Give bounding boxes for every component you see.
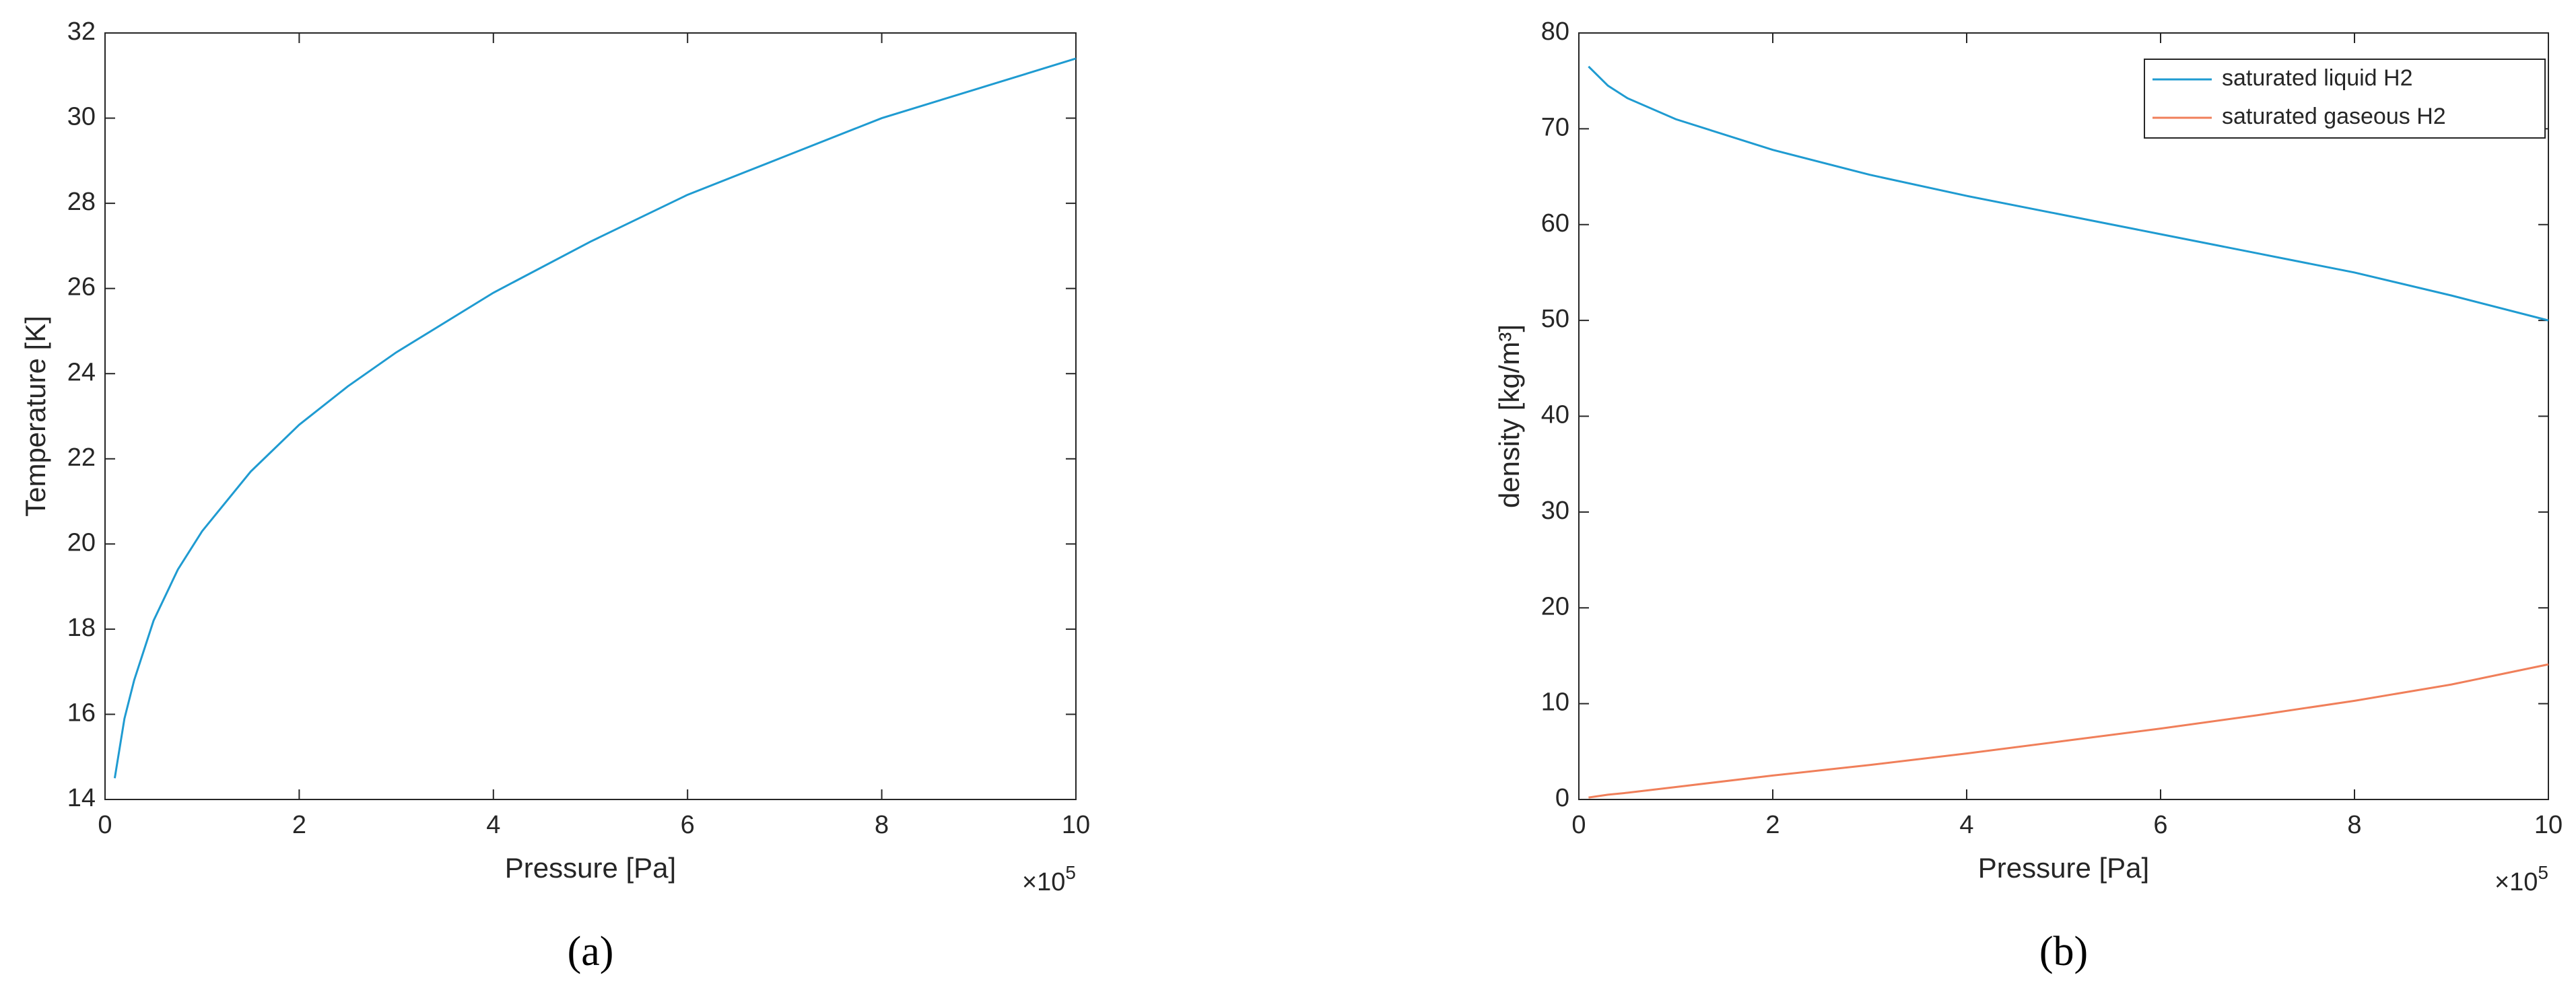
legend: saturated liquid H2 saturated gaseous H2 [2144,59,2546,139]
x-multiplier: ×105 [1022,862,1076,896]
data-line [1588,65,2549,322]
y-tick-label: 80 [1541,17,1569,46]
y-tick-label: 30 [1541,497,1569,525]
y-tick-label: 16 [67,699,96,727]
data-line [113,57,1077,779]
y-tick-label: 14 [67,784,96,812]
caption: (a) [568,929,614,974]
x-tick-label: 8 [2347,811,2361,839]
x-tick-label: 0 [98,811,112,839]
x-tick-label: 0 [1571,811,1586,839]
caption: (b) [2039,929,2088,974]
y-tick-label: 24 [67,358,96,386]
y-tick-label: 50 [1541,305,1569,333]
y-tick-label: 10 [1541,688,1569,717]
y-axis-label: density [kg/m³] [1493,324,1525,508]
y-tick-label: 32 [67,17,96,46]
x-tick-label: 2 [292,811,306,839]
y-tick-label: 26 [67,273,96,301]
y-tick-label: 18 [67,614,96,642]
data-line [1588,663,2549,799]
y-tick-label: 70 [1541,113,1569,141]
x-multiplier-exponent: 5 [1065,862,1076,883]
y-tick-label: 60 [1541,209,1569,238]
y-tick-label: 40 [1541,401,1569,429]
plot-area [1578,32,2549,800]
x-tick-label: 6 [681,811,695,839]
legend-label: saturated gaseous H2 [2222,104,2446,129]
y-axis-label: Temperature [K] [20,316,51,517]
y-tick-label: 0 [1555,784,1569,812]
y-tick-label: 22 [67,443,96,472]
x-axis-label: Pressure [Pa] [505,852,676,884]
x-tick-label: 4 [1959,811,1973,839]
x-multiplier-base: ×10 [2495,868,2538,896]
x-tick-label: 10 [2534,811,2563,839]
x-multiplier-exponent: 5 [2538,862,2548,883]
y-tick-label: 20 [67,528,96,557]
chart: 0 2 4 6 8 10 0 10 20 30 40 50 60 70 80 Pressure [Pa] den… [1493,17,2563,974]
legend-box [2144,59,2546,139]
legend-label: saturated liquid H2 [2222,65,2413,91]
y-tick-label: 28 [67,188,96,216]
x-tick-label: 8 [875,811,889,839]
x-tick-label: 2 [1765,811,1780,839]
y-tick-label: 20 [1541,592,1569,620]
x-axis-label: Pressure [Pa] [1978,852,2149,884]
x-multiplier-base: ×10 [1022,868,1065,896]
y-tick-label: 30 [67,103,96,131]
x-tick-label: 6 [2153,811,2167,839]
plot-area [104,32,1077,800]
x-multiplier: ×105 [2495,862,2548,896]
x-tick-label: 4 [486,811,500,839]
x-tick-label: 10 [1062,811,1090,839]
